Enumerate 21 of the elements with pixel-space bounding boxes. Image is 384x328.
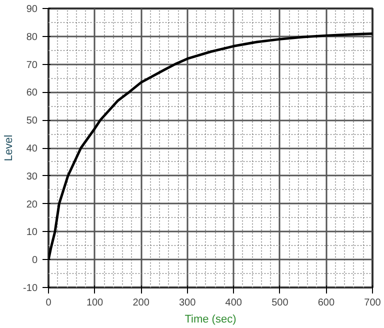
y-tick-label: 20 xyxy=(26,199,38,210)
y-tick-label: 50 xyxy=(26,116,38,127)
y-tick-label: 90 xyxy=(26,4,38,15)
y-tick-label: 0 xyxy=(32,255,38,266)
y-tick-label: 70 xyxy=(26,60,38,71)
y-tick-label: 80 xyxy=(26,32,38,43)
x-tick-label: 300 xyxy=(179,298,196,308)
x-tick-label: 600 xyxy=(318,298,335,308)
x-tick-label: 700 xyxy=(364,298,382,308)
y-tick-label: 10 xyxy=(26,227,38,238)
x-tick-label: 400 xyxy=(225,298,242,308)
y-tick-label: -10 xyxy=(23,283,38,294)
x-tick-label: 0 xyxy=(46,298,52,308)
x-axis-title: Time (sec) xyxy=(184,314,236,326)
x-tick-label: 100 xyxy=(86,298,104,308)
y-axis-title: Level xyxy=(3,134,16,162)
y-tick-label: 30 xyxy=(26,171,38,182)
x-tick-label: 200 xyxy=(132,298,150,308)
x-tick-label: 500 xyxy=(272,298,289,308)
y-tick-label: 60 xyxy=(26,88,38,99)
y-tick-label: 40 xyxy=(26,144,38,154)
